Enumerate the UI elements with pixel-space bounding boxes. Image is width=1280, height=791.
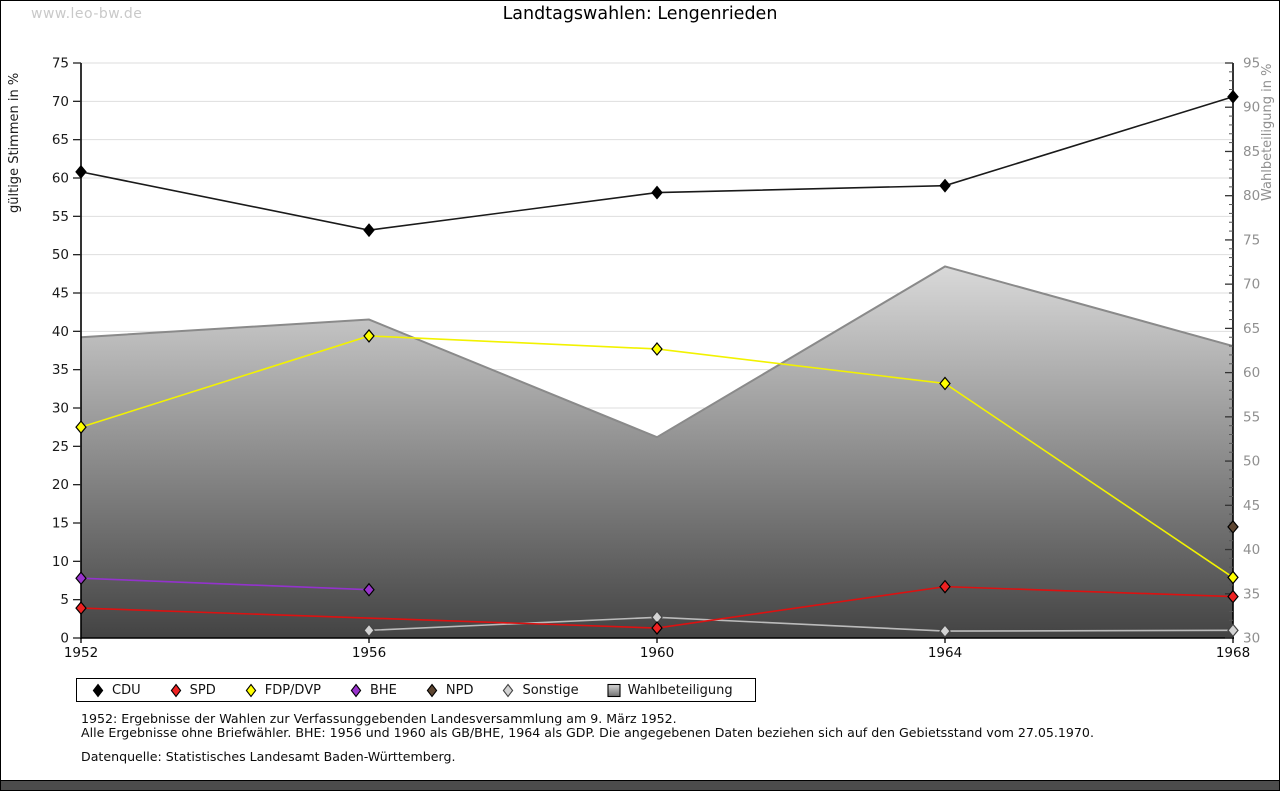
- y-right-tick-label: 95: [1243, 56, 1260, 72]
- y-right-tick-label: 60: [1243, 365, 1260, 381]
- y-right-tick-label: 75: [1243, 232, 1260, 248]
- y-right-tick-label: 45: [1243, 498, 1260, 514]
- marker-fdp-dvp-1952: [75, 420, 87, 435]
- marker-npd-1968: [1227, 519, 1239, 534]
- y-left-tick-label: 0: [60, 631, 69, 647]
- marker-fdp-dvp-1960: [651, 342, 663, 356]
- y-right-tick-label: 70: [1243, 277, 1260, 293]
- legend-label: NPD: [445, 682, 474, 698]
- y-left-tick-label: 25: [52, 439, 69, 455]
- y-left-tick-label: 65: [52, 132, 69, 148]
- marker-cdu-1968: [1227, 89, 1239, 104]
- y-left-tick-label: 45: [52, 286, 69, 302]
- x-tick-label: 1952: [64, 645, 98, 661]
- marker-sonstige-1964: [939, 624, 951, 639]
- y-right-tick-label: 65: [1243, 321, 1260, 337]
- legend-item-bhe: BHE: [349, 683, 397, 698]
- legend-marker-npd-icon: [426, 683, 438, 697]
- y-left-tick-label: 40: [52, 324, 69, 340]
- legend-item-wahlbeteiligung: Wahlbeteiligung: [607, 683, 733, 698]
- right-axis-title: Wahlbeteiligung in %: [1260, 63, 1275, 201]
- marker-cdu-1960: [651, 185, 663, 200]
- x-tick-label: 1968: [1216, 645, 1250, 661]
- y-left-tick-label: 50: [52, 247, 69, 263]
- legend-label: BHE: [369, 682, 397, 698]
- legend-item-spd: SPD: [169, 683, 216, 698]
- legend-label: SPD: [189, 682, 216, 698]
- y-right-tick-label: 50: [1243, 454, 1260, 470]
- series-line-bhe: [80, 577, 370, 591]
- marker-spd-1964: [939, 579, 951, 594]
- legend-marker-cdu-icon: [92, 683, 104, 697]
- marker-bhe-1952: [75, 571, 87, 586]
- legend-item-fdp-dvp: FDP/DVP: [244, 683, 321, 698]
- legend-label: FDP/DVP: [264, 682, 321, 698]
- y-left-tick-label: 60: [52, 171, 69, 187]
- y-left-tick-label: 10: [52, 554, 69, 570]
- marker-cdu-1952: [75, 164, 87, 179]
- legend-marker-sonstige-icon: [503, 683, 514, 697]
- legend-item-npd: NPD: [425, 682, 474, 698]
- marker-sonstige-1968: [1227, 623, 1239, 638]
- data-source: Datenquelle: Statistisches Landesamt Bad…: [81, 749, 456, 764]
- marker-sonstige-1956: [363, 623, 375, 638]
- watermark: www.leo-bw.de: [31, 6, 143, 22]
- y-right-tick-label: 85: [1243, 144, 1260, 160]
- y-left-tick-label: 70: [52, 94, 69, 110]
- y-right-tick-label: 40: [1243, 542, 1260, 558]
- y-right-tick-label: 35: [1243, 586, 1260, 602]
- y-left-tick-label: 35: [52, 362, 69, 378]
- y-right-tick-label: 55: [1243, 409, 1260, 425]
- x-tick-label: 1956: [352, 645, 386, 661]
- wahlbeteiligung-area: [81, 266, 1233, 638]
- marker-cdu-1956: [363, 223, 375, 238]
- x-tick-label: 1964: [928, 645, 962, 661]
- footnotes: 1952: Ergebnisse der Wahlen zur Verfassu…: [81, 712, 1259, 764]
- legend-item-cdu: CDU: [91, 683, 141, 698]
- marker-fdp-dvp-1956: [363, 328, 375, 343]
- y-left-tick-label: 30: [52, 401, 69, 417]
- chart-title: Landtagswahlen: Lengenrieden: [502, 4, 778, 24]
- series-line-spd: [80, 585, 1234, 629]
- marker-fdp-dvp-1964: [939, 376, 951, 391]
- legend-marker-wahlbeteiligung-icon: [607, 683, 621, 697]
- legend-marker-fdp-dvp-icon: [245, 683, 257, 697]
- legend-label: CDU: [112, 682, 141, 698]
- legend: CDU SPD FDP/DVP BHE NPD Sonstige Wahlbeteiligu…: [76, 678, 756, 702]
- election-chart: 0 5 10 15 20 25 30 35 40 45 50 55 60 65 70 75 30 35 40 45 50…: [52, 56, 1260, 662]
- legend-label: Sonstige: [522, 682, 579, 698]
- series-line-cdu: [80, 95, 1234, 231]
- y-right-tick-label: 30: [1243, 631, 1260, 647]
- legend-item-sonstige: Sonstige: [501, 682, 579, 698]
- footnote-line: Alle Ergebnisse ohne Briefwähler. BHE: 1…: [81, 725, 1094, 740]
- marker-cdu-1964: [939, 178, 951, 193]
- y-left-tick-label: 5: [60, 592, 69, 608]
- footnote-line: 1952: Ergebnisse der Wahlen zur Verfassu…: [81, 711, 677, 726]
- y-left-tick-label: 55: [52, 209, 69, 225]
- bottom-bar: [1, 780, 1279, 790]
- marker-spd-1968: [1227, 589, 1239, 604]
- left-axis-title: gültige Stimmen in %: [7, 72, 22, 213]
- y-right-tick-label: 90: [1243, 100, 1260, 116]
- legend-marker-spd-icon: [170, 683, 181, 697]
- y-left-tick-label: 20: [52, 477, 69, 493]
- y-left-tick-label: 75: [52, 56, 69, 72]
- x-tick-label: 1960: [640, 645, 674, 661]
- y-right-tick-label: 80: [1243, 188, 1260, 204]
- marker-spd-1952: [75, 601, 87, 616]
- wahlbeteiligung-area-edge: [80, 265, 1234, 439]
- y-left-tick-label: 15: [52, 516, 69, 532]
- marker-spd-1960: [651, 621, 663, 635]
- legend-label: Wahlbeteiligung: [627, 682, 733, 698]
- legend-marker-bhe-icon: [350, 683, 362, 697]
- marker-fdp-dvp-1968: [1227, 570, 1239, 585]
- marker-bhe-1956: [363, 582, 375, 597]
